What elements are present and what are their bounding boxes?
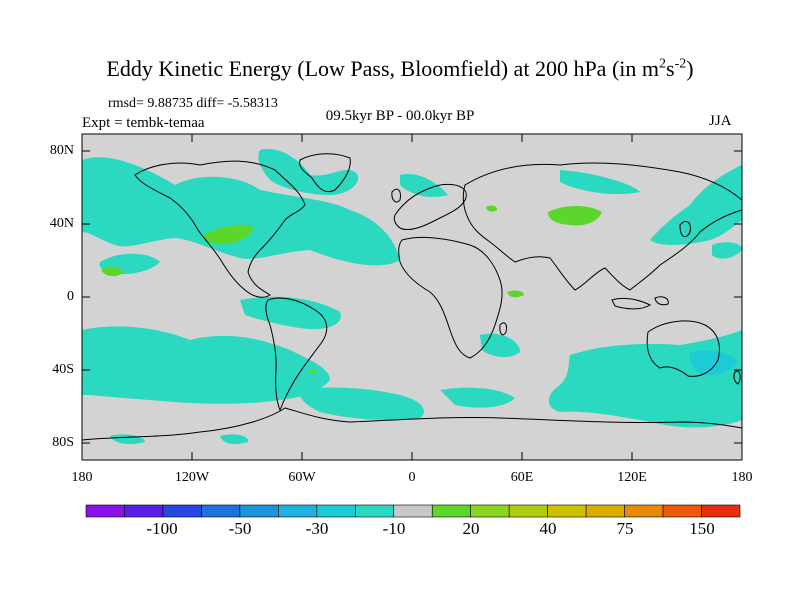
lon-label-120e: 120E xyxy=(617,470,647,485)
lat-label-40n: 40N xyxy=(49,216,74,231)
lon-label-0: 0 xyxy=(408,470,416,485)
colorbar-swatch xyxy=(393,504,433,518)
season-label: JJA xyxy=(709,113,732,129)
colorbar-label: -10 xyxy=(382,519,406,538)
lon-label-60e: 60E xyxy=(510,470,534,485)
colorbar-swatch xyxy=(162,504,202,518)
colorbar-swatch xyxy=(201,504,241,518)
colorbar-label: -100 xyxy=(146,519,178,538)
colorbar-label: 150 xyxy=(689,519,715,538)
colorbar-swatch xyxy=(239,504,279,518)
colorbar-label: 20 xyxy=(462,519,480,538)
colorbar-swatch xyxy=(662,504,702,518)
colorbar-swatch xyxy=(508,504,548,518)
colorbar-swatch xyxy=(124,504,164,518)
colorbar xyxy=(85,504,741,518)
lon-label-180e: 180 xyxy=(731,470,753,485)
colorbar-swatch xyxy=(547,504,587,518)
coastlines xyxy=(81,153,743,441)
colorbar-swatch xyxy=(354,504,395,518)
positive-anomaly-regions xyxy=(101,205,602,374)
experiment-label: Expt = tembk-temaa xyxy=(82,115,205,131)
colorbar-swatch xyxy=(85,504,125,518)
axis-ticks xyxy=(82,134,742,460)
lat-label-80s: 80S xyxy=(52,435,74,450)
negative-anomaly-strong xyxy=(689,350,738,375)
colorbar-label: 40 xyxy=(539,519,557,538)
lat-label-0: 0 xyxy=(67,289,74,304)
lat-label-40s: 40S xyxy=(52,362,74,377)
colorbar-swatch xyxy=(470,504,510,518)
map-title: Eddy Kinetic Energy (Low Pass, Bloomfiel… xyxy=(106,56,694,81)
lon-label-60w: 60W xyxy=(288,470,316,485)
colorbar-swatch xyxy=(316,504,356,518)
lon-label-120w: 120W xyxy=(174,470,210,485)
colorbar-swatch xyxy=(431,504,472,518)
colorbar-swatch xyxy=(585,504,625,518)
colorbar-label: -30 xyxy=(305,519,329,538)
period-label: 09.5kyr BP - 00.0kyr BP xyxy=(325,108,475,124)
negative-anomaly-regions xyxy=(82,149,742,444)
lon-label-180w: 180 xyxy=(71,470,93,485)
colorbar-label: 75 xyxy=(616,519,634,538)
colorbar-swatch xyxy=(624,504,664,518)
colorbar-swatch xyxy=(278,504,318,518)
lat-label-80n: 80N xyxy=(49,143,74,158)
colorbar-label: -50 xyxy=(228,519,252,538)
colorbar-swatch xyxy=(701,504,741,518)
stats-text: rmsd= 9.88735 diff= -5.58313 xyxy=(108,96,278,111)
